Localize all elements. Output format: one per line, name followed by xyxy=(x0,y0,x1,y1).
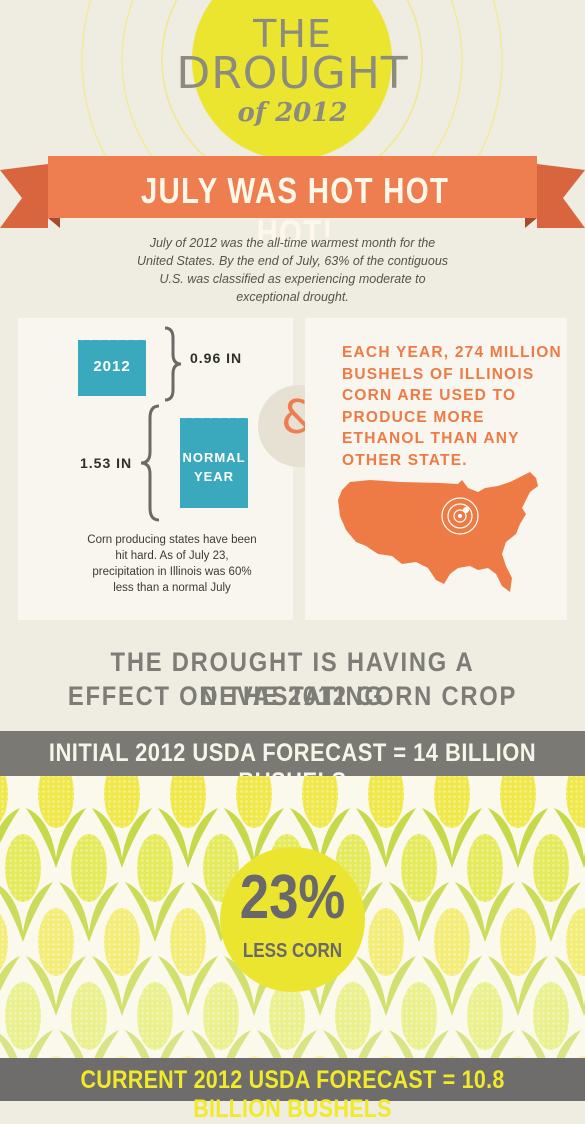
calendar-normal-label-line1: NORMAL xyxy=(182,450,246,465)
precipitation-note: Corn producing states have been hit hard… xyxy=(87,534,257,594)
corn-cob-icon xyxy=(302,776,338,828)
corn-cob-icon xyxy=(236,776,272,828)
corn-cob-icon xyxy=(368,908,404,976)
corn-cob-icon xyxy=(71,982,107,1050)
calendar-2012: 2012 xyxy=(78,337,146,396)
corn-cob-icon xyxy=(137,834,173,902)
effect-line1: THE DROUGHT IS HAVING A DEVASTATING xyxy=(110,647,475,711)
corn-cob-icon xyxy=(500,776,536,828)
banner-headline: JULY WAS HOT HOT HOT! xyxy=(140,170,450,253)
corn-cob-icon xyxy=(38,776,74,828)
corn-cob-icon xyxy=(467,834,503,902)
value-2012: 0.96 IN xyxy=(190,350,243,366)
reduction-percent: 23% xyxy=(239,863,346,932)
calendar-normal-label-line2: YEAR xyxy=(193,469,235,484)
sun-illustration xyxy=(81,0,503,160)
calendar-normal-year: NORMAL YEAR xyxy=(180,415,248,508)
corn-cob-icon xyxy=(500,908,536,976)
calendar-2012-label: 2012 xyxy=(93,358,131,375)
title-year: of 2012 xyxy=(237,98,348,128)
current-forecast-band xyxy=(0,1058,585,1101)
corn-cob-icon xyxy=(533,834,569,902)
current-forecast-text: CURRENT 2012 USDA FORECAST = 10.8 BILLIO… xyxy=(80,1066,505,1123)
value-normal: 1.53 IN xyxy=(80,455,133,471)
corn-cob-icon xyxy=(335,982,371,1050)
corn-cob-icon xyxy=(269,982,305,1050)
corn-cob-icon xyxy=(401,834,437,902)
corn-cob-icon xyxy=(566,908,585,976)
corn-cob-icon xyxy=(38,908,74,976)
corn-cob-icon xyxy=(104,908,140,976)
us-map-illustration xyxy=(338,472,538,592)
reduction-circle xyxy=(220,847,365,992)
corn-cob-icon xyxy=(368,776,404,828)
effect-line2: EFFECT ON THE 2012 CORN CROP xyxy=(67,681,518,711)
brace-2012 xyxy=(164,326,182,402)
title-the: THE xyxy=(253,12,332,56)
initial-forecast-band xyxy=(0,731,585,776)
ribbon-banner xyxy=(0,156,585,228)
intro-text: July of 2012 was the all-time warmest mo… xyxy=(136,236,449,304)
corn-cob-icon xyxy=(5,834,41,902)
corn-cob-icon xyxy=(203,982,239,1050)
corn-cob-icon xyxy=(533,982,569,1050)
brace-normal xyxy=(140,404,160,522)
reduction-label: LESS CORN xyxy=(242,940,343,962)
corn-cob-icon xyxy=(401,982,437,1050)
corn-cob-icon xyxy=(170,776,206,828)
corn-cob-icon xyxy=(71,834,107,902)
corn-cob-icon xyxy=(434,908,470,976)
initial-forecast-text: INITIAL 2012 USDA FORECAST = 14 BILLION … xyxy=(48,739,537,796)
corn-cob-icon xyxy=(170,908,206,976)
corn-cob-icon xyxy=(104,776,140,828)
corn-cob-icon xyxy=(137,982,173,1050)
ethanol-text: EACH YEAR, 274 MILLION BUSHELS OF ILLINO… xyxy=(342,344,562,469)
title-drought: DROUGHT xyxy=(176,48,409,99)
corn-cob-icon xyxy=(5,982,41,1050)
corn-cob-icon xyxy=(467,982,503,1050)
corn-cob-icon xyxy=(434,776,470,828)
